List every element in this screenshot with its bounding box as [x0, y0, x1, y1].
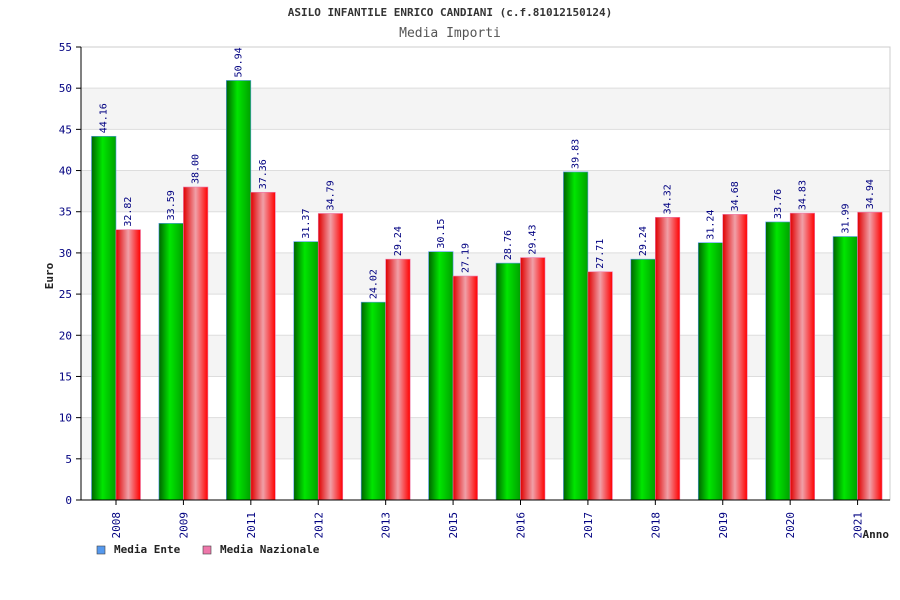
value-label: 34.79 — [326, 180, 337, 210]
grid-band — [81, 458, 890, 500]
chart-subtitle: Media Importi — [399, 26, 501, 41]
bar-media-ente — [360, 301, 386, 501]
bar-media-nazionale — [520, 257, 546, 501]
legend-swatch — [202, 545, 212, 555]
y-tick-label: 45 — [59, 123, 72, 136]
value-label: 32.82 — [123, 197, 134, 227]
value-label: 34.83 — [797, 180, 808, 210]
value-label: 31.99 — [840, 203, 851, 233]
value-label: 28.76 — [503, 230, 514, 260]
bar-media-ente — [293, 241, 319, 501]
grid-band — [81, 170, 890, 212]
x-tick-label: 2020 — [784, 512, 797, 539]
value-label: 29.24 — [393, 226, 404, 256]
bar-media-ente — [91, 135, 117, 501]
x-tick-label: 2015 — [447, 512, 460, 539]
bar-media-ente — [158, 223, 184, 501]
bar-media-nazionale — [789, 212, 815, 501]
bar-media-nazionale — [857, 211, 883, 501]
bar-media-ente — [832, 236, 858, 501]
value-label: 29.24 — [638, 226, 649, 256]
y-tick-label: 55 — [59, 41, 72, 54]
x-tick-label: 2009 — [177, 512, 190, 539]
x-tick-label: 2011 — [245, 512, 258, 539]
legend-label: Media Nazionale — [220, 543, 320, 556]
y-tick-label: 50 — [59, 82, 72, 95]
value-labels: 44.16 32.82 33.59 38.00 50.94 37.36 31.37 34.79… — [99, 47, 876, 299]
x-tick-label: 2013 — [380, 512, 393, 539]
value-label: 30.15 — [436, 219, 447, 249]
grid-band — [81, 252, 890, 295]
value-label: 27.71 — [595, 239, 606, 269]
x-tick-label: 2008 — [110, 512, 123, 539]
y-tick-label: 10 — [59, 412, 72, 425]
value-label: 50.94 — [234, 47, 245, 77]
bar-media-ente — [226, 80, 252, 501]
grid — [80, 46, 891, 501]
grid-band — [81, 335, 890, 377]
legend-label: Media Ente — [114, 543, 181, 556]
grid-band — [81, 294, 890, 336]
bar-media-nazionale — [250, 191, 276, 501]
value-label: 44.16 — [99, 103, 110, 133]
grid-band — [81, 47, 890, 89]
y-tick-label: 40 — [59, 165, 72, 178]
value-label: 31.37 — [301, 209, 312, 239]
y-tick-label: 15 — [59, 370, 72, 383]
x-tick-label: 2018 — [649, 512, 662, 539]
legend-swatch — [96, 545, 106, 555]
grid-band — [81, 376, 890, 418]
x-tick-label: 2016 — [515, 512, 528, 539]
bar-media-ente — [495, 262, 521, 501]
y-tick-label: 35 — [59, 206, 72, 219]
x-tick-label: 2021 — [852, 512, 865, 539]
bar-media-ente — [563, 171, 589, 501]
y-axis-label: Euro — [43, 262, 56, 289]
bar-media-nazionale — [317, 213, 344, 501]
value-label: 31.24 — [706, 210, 717, 240]
bar-media-nazionale — [385, 258, 411, 501]
x-tick-label: 2019 — [717, 512, 730, 539]
x-tick-label: 2017 — [582, 512, 595, 539]
value-label: 29.43 — [528, 224, 539, 254]
x-axis: 2008 2009 2011 2012 2013 2015 2016 2017 2018 2019… — [81, 499, 890, 539]
value-label: 38.00 — [191, 154, 202, 184]
y-tick-label: 5 — [65, 453, 72, 466]
bar-media-nazionale — [115, 229, 141, 501]
grid-band — [81, 88, 890, 130]
bar-media-ente — [697, 242, 724, 501]
grid-band — [81, 211, 890, 253]
y-axis: 0 5 10 15 20 25 30 35 40 45 50 55 — [59, 41, 82, 507]
y-tick-label: 20 — [59, 329, 72, 342]
value-label: 27.19 — [460, 243, 471, 273]
bar-media-ente — [428, 251, 454, 501]
bar-media-nazionale — [587, 271, 613, 501]
bar-media-ente — [765, 221, 791, 501]
value-label: 34.32 — [663, 184, 674, 214]
x-axis-label: Anno — [863, 528, 890, 541]
value-label: 34.68 — [730, 181, 741, 211]
grid-band — [81, 417, 890, 459]
x-tick-label: 2012 — [312, 512, 325, 539]
value-label: 33.59 — [166, 190, 177, 220]
chart-title: ASILO INFANTILE ENRICO CANDIANI (c.f.810… — [288, 6, 613, 19]
legend: Media Ente Media Nazionale — [96, 543, 320, 556]
value-label: 39.83 — [571, 139, 582, 169]
y-tick-label: 0 — [65, 494, 72, 507]
value-label: 24.02 — [368, 269, 379, 299]
bar-media-nazionale — [183, 186, 209, 501]
bar-media-ente — [630, 258, 656, 501]
y-tick-label: 25 — [59, 288, 72, 301]
bar-media-nazionale — [722, 214, 748, 501]
value-label: 34.94 — [865, 179, 876, 209]
bar-media-nazionale — [655, 217, 681, 501]
value-label: 37.36 — [258, 159, 269, 189]
y-tick-label: 30 — [59, 247, 72, 260]
grid-band — [81, 129, 890, 171]
bars — [91, 80, 883, 501]
value-label: 33.76 — [773, 189, 784, 219]
bar-media-nazionale — [452, 275, 478, 501]
